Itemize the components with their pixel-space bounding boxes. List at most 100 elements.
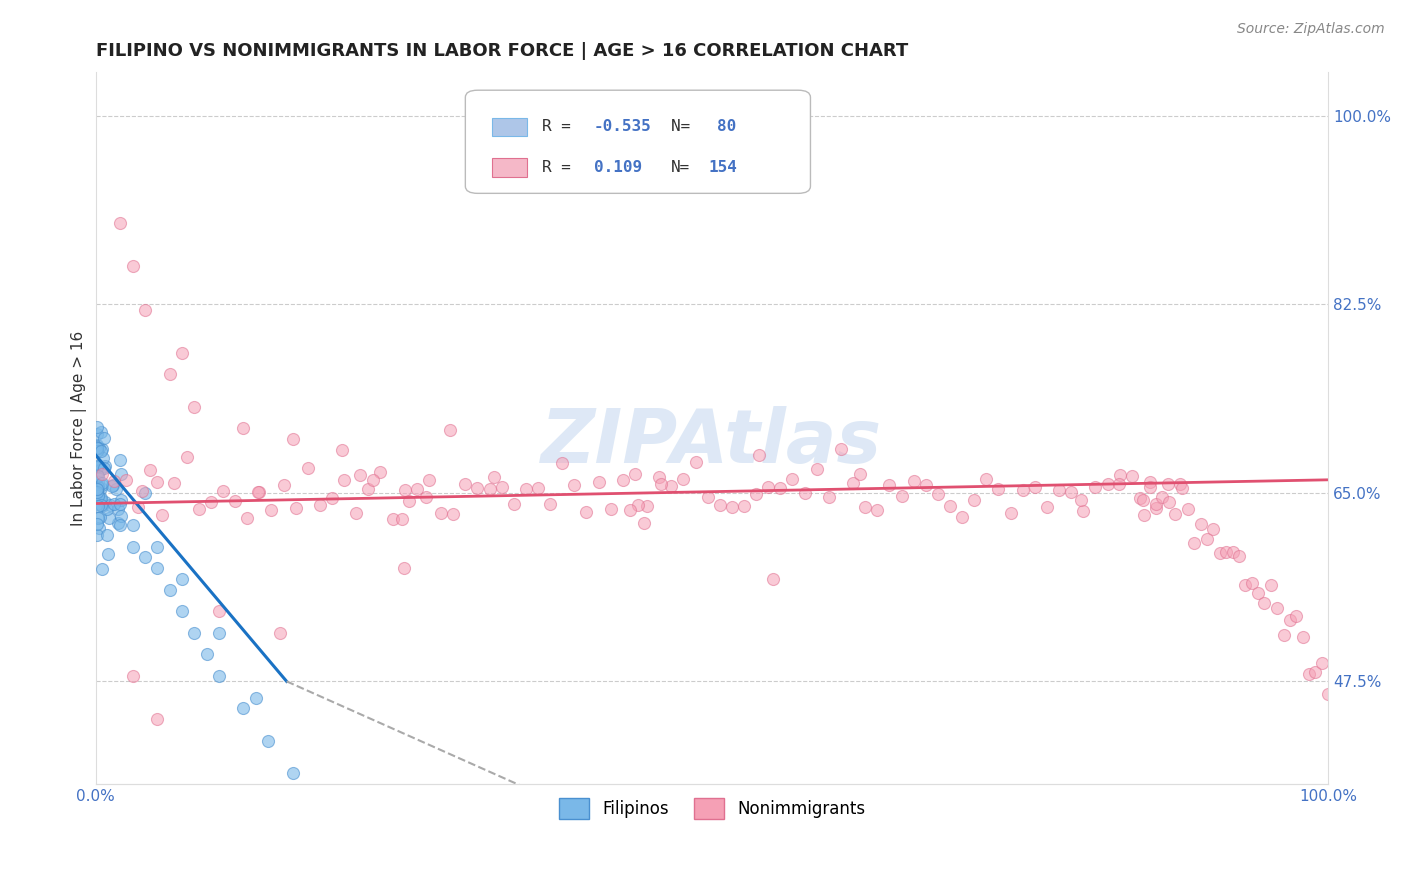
Point <box>93 459 115 474</box>
Point <box>987 483 1010 497</box>
Point <box>1144 500 1167 515</box>
Point <box>1036 500 1059 514</box>
Point <box>208 604 231 618</box>
Point <box>96 502 118 516</box>
Point <box>853 500 876 514</box>
Text: 80: 80 <box>717 119 735 134</box>
Point <box>394 483 416 497</box>
Point <box>1070 493 1092 508</box>
Point <box>478 482 501 496</box>
Point <box>281 432 304 446</box>
Point <box>1060 484 1083 499</box>
Point <box>1298 666 1320 681</box>
Point <box>672 473 695 487</box>
Point <box>86 459 108 474</box>
Point <box>321 491 343 505</box>
Point <box>110 453 132 467</box>
Point <box>1097 476 1119 491</box>
Point <box>146 712 169 726</box>
Point <box>430 506 453 520</box>
Point <box>103 477 125 491</box>
Point <box>1144 497 1167 511</box>
Point <box>297 460 319 475</box>
Point <box>1291 630 1313 644</box>
Point <box>146 561 169 575</box>
Point <box>1222 545 1244 559</box>
Point <box>619 503 641 517</box>
Point <box>247 484 270 499</box>
Point <box>659 479 682 493</box>
Point <box>950 510 973 524</box>
Point <box>208 669 231 683</box>
Point <box>281 766 304 780</box>
Point <box>1108 477 1130 491</box>
Point <box>134 302 156 317</box>
Point <box>391 512 413 526</box>
Bar <box>492 159 527 178</box>
Point <box>87 489 110 503</box>
Point <box>176 450 198 465</box>
Point <box>87 521 110 535</box>
Point <box>721 500 744 515</box>
Point <box>170 604 193 618</box>
Point <box>107 516 129 531</box>
Point <box>562 478 585 492</box>
Point <box>86 442 108 456</box>
Point <box>405 482 427 496</box>
Point <box>769 481 792 495</box>
Point <box>86 459 108 474</box>
Point <box>762 572 785 586</box>
Point <box>1168 477 1191 491</box>
Point <box>90 425 112 440</box>
Point <box>1195 532 1218 546</box>
Point <box>515 482 537 496</box>
Point <box>756 480 779 494</box>
Point <box>361 474 384 488</box>
Point <box>1182 535 1205 549</box>
Point <box>86 482 108 496</box>
Point <box>260 503 283 517</box>
Point <box>976 472 998 486</box>
Point <box>491 480 513 494</box>
Point <box>121 518 143 533</box>
Point <box>1272 627 1295 641</box>
Point <box>163 476 186 491</box>
Point <box>890 489 912 503</box>
Point <box>830 442 852 456</box>
Point <box>86 468 108 483</box>
Point <box>86 427 108 442</box>
Point <box>127 500 149 515</box>
Point <box>97 510 120 524</box>
Point <box>1084 480 1107 494</box>
Point <box>86 460 108 475</box>
Point <box>1209 546 1232 560</box>
Point <box>103 497 125 511</box>
Point <box>1139 475 1161 490</box>
Point <box>115 473 138 487</box>
Point <box>1260 578 1282 592</box>
Point <box>100 498 122 512</box>
Text: N=: N= <box>671 119 700 134</box>
Point <box>170 345 193 359</box>
Point <box>87 479 110 493</box>
Point <box>1047 483 1070 498</box>
Point <box>90 444 112 458</box>
Point <box>89 509 111 524</box>
Point <box>903 474 925 488</box>
Point <box>1285 608 1308 623</box>
Point <box>134 550 156 565</box>
Point <box>146 540 169 554</box>
Y-axis label: In Labor Force | Age > 16: In Labor Force | Age > 16 <box>72 330 87 525</box>
Point <box>1108 468 1130 483</box>
Point <box>1129 491 1152 505</box>
Point <box>87 441 110 455</box>
Legend: Filipinos, Nonimmigrants: Filipinos, Nonimmigrants <box>553 791 872 825</box>
Point <box>131 484 153 499</box>
Point <box>1133 508 1156 522</box>
Text: R =: R = <box>541 119 581 134</box>
Point <box>1305 665 1327 680</box>
Point <box>1227 549 1250 563</box>
Point <box>1157 495 1180 509</box>
Point <box>90 499 112 513</box>
Point <box>527 481 550 495</box>
